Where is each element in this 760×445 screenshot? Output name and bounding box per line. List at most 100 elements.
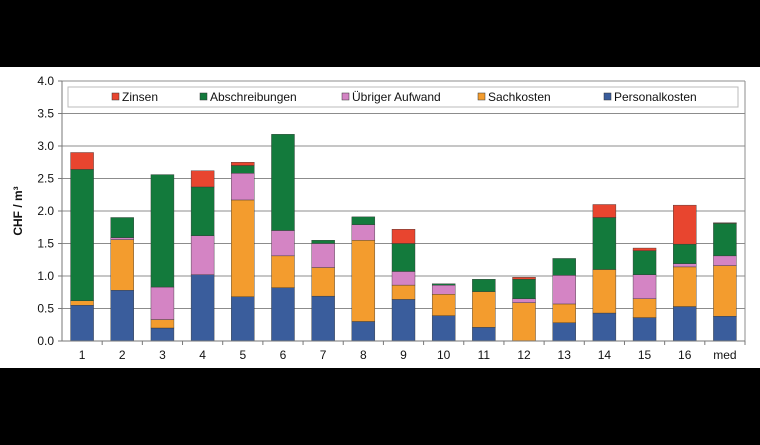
legend-label: Personalkosten (614, 90, 697, 104)
y-tick-label: 2.0 (37, 204, 54, 218)
x-tick-label: 11 (478, 348, 491, 362)
legend-label: Sachkosten (488, 90, 551, 104)
bar-segment-personalkosten-4 (190, 274, 215, 342)
bar-segment-abschreibungen-13 (552, 258, 576, 276)
x-tick-label: 12 (517, 348, 531, 362)
legend-swatch (199, 92, 208, 101)
bar-segment-sachkosten-5 (231, 199, 255, 297)
bar-segment-personalkosten-13 (552, 322, 576, 342)
bar-segment-abschreibungen-8 (351, 216, 376, 225)
bar-segment-brigeraufwand-10 (431, 284, 456, 295)
bar-segment-abschreibungen-14 (592, 217, 617, 270)
y-tick-label: 1.0 (37, 269, 54, 283)
y-tick-label: 1.5 (37, 237, 54, 251)
y-axis-label: CHF / m³ (11, 186, 25, 235)
bar-segment-sachkosten-8 (351, 240, 376, 322)
legend: Zinsen Abschreibungen Übriger Aufwand Sachk… (67, 86, 739, 108)
bar-segment-personalkosten-3 (150, 327, 175, 342)
bar-segment-sachkosten-15 (632, 298, 657, 318)
bar-segment-sachkosten-14 (592, 269, 617, 314)
bar-segment-abschreibungen-10 (431, 283, 456, 286)
legend-label: Zinsen (122, 90, 158, 104)
bar-segment-personalkosten-16 (673, 306, 697, 342)
bar-segment-sachkosten-16 (673, 266, 697, 307)
bar-segment-sachkosten-3 (150, 319, 175, 329)
bar-segment-abschreibungen-9 (391, 243, 416, 272)
bar-segment-brigeraufwand-4 (190, 235, 215, 275)
bar-segment-abschreibungen-16 (673, 243, 697, 264)
x-tick-label: 15 (638, 348, 652, 362)
bar-segment-abschreibungen-2 (110, 217, 134, 238)
bar-segment-sachkosten-11 (472, 291, 496, 328)
bar-segment-brigeraufwand-15 (632, 274, 657, 299)
bar-segment-personalkosten-11 (472, 327, 496, 342)
bar-segment-brigeraufwand-8 (351, 224, 376, 241)
bar-segment-personalkosten-10 (431, 315, 456, 342)
bar-segment-zinsen-4 (190, 170, 215, 188)
x-tick-label: 7 (320, 348, 327, 362)
legend-swatch (341, 92, 350, 101)
bar-segment-personalkosten-med (713, 316, 737, 342)
x-tick-label: 10 (437, 348, 451, 362)
bar-segment-brigeraufwand-9 (391, 271, 416, 286)
legend-swatch (603, 92, 612, 101)
x-tick-label: 9 (400, 348, 407, 362)
legend-swatch (477, 92, 486, 101)
legend-box (67, 86, 739, 108)
legend-label: Übriger Aufwand (352, 90, 441, 104)
bar-segment-brigeraufwand-med (713, 255, 737, 266)
x-tick-label: 3 (159, 348, 166, 362)
bar-segment-abschreibungen-4 (190, 186, 215, 236)
bar-segment-abschreibungen-15 (632, 250, 657, 275)
x-tick-label: 8 (360, 348, 367, 362)
bar-segment-sachkosten-1 (70, 300, 94, 306)
bar-segment-brigeraufwand-16 (673, 263, 697, 268)
bar-segment-zinsen-med (713, 222, 737, 224)
bar-segment-abschreibungen-med (713, 223, 737, 257)
bar-segment-abschreibungen-3 (150, 174, 175, 288)
x-tick-label: 2 (119, 348, 126, 362)
bar-segment-abschreibungen-1 (70, 169, 94, 301)
bar-segment-brigeraufwand-12 (512, 298, 536, 303)
axes: 0.00.51.01.52.02.53.03.54.01 2 3 4 5 6 7 8 9 10 11… (37, 74, 746, 362)
x-tick-label: 16 (678, 348, 692, 362)
bar-segment-sachkosten-2 (110, 239, 134, 291)
bars (70, 134, 737, 342)
legend-label: Abschreibungen (210, 90, 297, 104)
bar-segment-brigeraufwand-2 (110, 237, 134, 240)
bar-segment-zinsen-12 (512, 277, 536, 280)
x-tick-label: 6 (280, 348, 287, 362)
bar-segment-abschreibungen-5 (231, 165, 255, 174)
bar-segment-sachkosten-6 (271, 255, 295, 288)
bar-segment-zinsen-5 (231, 162, 255, 166)
bar-segment-zinsen-9 (391, 228, 416, 244)
bar-segment-zinsen-1 (70, 152, 94, 170)
bar-segment-personalkosten-1 (70, 305, 94, 342)
bar-segment-brigeraufwand-13 (552, 275, 576, 305)
y-tick-label: 4.0 (37, 74, 54, 88)
bar-segment-sachkosten-9 (391, 284, 416, 300)
bar-segment-brigeraufwand-5 (231, 173, 255, 201)
bar-segment-personalkosten-7 (311, 295, 335, 342)
y-tick-label: 3.0 (37, 139, 54, 153)
bar-segment-zinsen-16 (673, 204, 697, 245)
bar-segment-personalkosten-14 (592, 312, 617, 342)
bar-segment-personalkosten-5 (231, 296, 255, 342)
legend-swatch (111, 92, 120, 101)
bar-segment-personalkosten-15 (632, 317, 657, 342)
bar-segment-sachkosten-7 (311, 267, 335, 297)
bar-segment-brigeraufwand-7 (311, 243, 335, 268)
x-tick-label: 1 (79, 348, 86, 362)
bar-segment-brigeraufwand-3 (150, 286, 175, 320)
bar-segment-brigeraufwand-6 (271, 230, 295, 257)
bar-segment-abschreibungen-12 (512, 279, 536, 299)
bar-segment-abschreibungen-6 (271, 134, 295, 231)
bar-segment-personalkosten-2 (110, 290, 134, 342)
y-tick-label: 3.5 (37, 107, 54, 121)
bar-segment-personalkosten-6 (271, 287, 295, 342)
bar-segment-sachkosten-12 (512, 302, 536, 342)
x-tick-label: 13 (558, 348, 572, 362)
x-tick-label: 4 (199, 348, 206, 362)
bar-segment-abschreibungen-11 (472, 279, 496, 292)
